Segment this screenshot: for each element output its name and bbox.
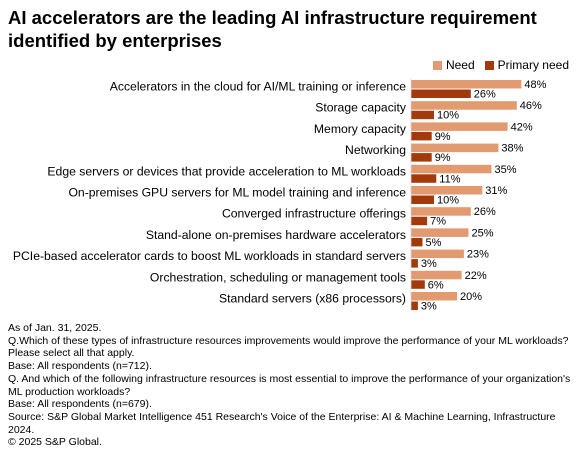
data-label-need: 38% bbox=[501, 143, 523, 155]
bar-primary-need bbox=[411, 259, 418, 268]
bar-primary-need bbox=[411, 153, 432, 162]
bar-primary-need bbox=[411, 174, 437, 183]
legend-item-primary-need: Primary need bbox=[484, 58, 569, 72]
bar-need bbox=[411, 292, 457, 301]
bar-need bbox=[411, 270, 462, 280]
bar-primary-need bbox=[411, 301, 418, 310]
data-label-need: 48% bbox=[524, 79, 546, 91]
footnote-copyright: © 2025 S&P Global. bbox=[8, 436, 102, 449]
bar-chart: Accelerators in the cloud for AI/ML trai… bbox=[13, 78, 547, 313]
bar-need bbox=[411, 122, 508, 131]
data-label-primary-need: 26% bbox=[474, 89, 496, 101]
data-label-primary-need: 7% bbox=[430, 216, 446, 228]
legend-label-need: Need bbox=[445, 58, 475, 72]
category-label: Standard servers (x86 processors) bbox=[219, 292, 406, 306]
category-label: Orchestration, scheduling or management … bbox=[150, 270, 406, 284]
data-label-primary-need: 3% bbox=[421, 258, 437, 270]
bar-need bbox=[411, 80, 522, 89]
data-label-need: 25% bbox=[472, 227, 494, 239]
bar-need bbox=[411, 228, 469, 237]
data-label-primary-need: 6% bbox=[428, 279, 444, 291]
category-label: Networking bbox=[345, 143, 406, 157]
data-label-primary-need: 9% bbox=[435, 152, 451, 164]
chart-title: AI accelerators are the leading AI infra… bbox=[8, 7, 537, 51]
bar-primary-need bbox=[411, 216, 428, 226]
data-label-primary-need: 10% bbox=[437, 195, 459, 207]
category-label: PCIe-based accelerator cards to boost ML… bbox=[13, 249, 406, 263]
data-label-need: 35% bbox=[495, 164, 517, 176]
footnote-base-2: Base: All respondents (n=679). bbox=[8, 398, 152, 411]
bar-primary-need bbox=[411, 237, 423, 247]
category-label: Stand-alone on-premises hardware acceler… bbox=[146, 228, 406, 242]
data-label-need: 20% bbox=[460, 291, 482, 303]
data-label-primary-need: 11% bbox=[439, 173, 460, 185]
data-label-primary-need: 9% bbox=[435, 131, 451, 143]
data-label-primary-need: 3% bbox=[421, 301, 437, 313]
data-label-need: 23% bbox=[467, 249, 489, 261]
data-label-need: 22% bbox=[465, 270, 487, 282]
legend-swatch-primary-need bbox=[484, 60, 494, 70]
footnote-date: As of Jan. 31, 2025. bbox=[8, 322, 102, 334]
data-label-primary-need: 10% bbox=[437, 110, 459, 122]
data-label-need: 26% bbox=[474, 206, 496, 218]
data-label-need: 31% bbox=[485, 185, 507, 197]
data-label-primary-need: 5% bbox=[426, 237, 442, 249]
bar-need bbox=[411, 164, 492, 174]
category-label: Converged infrastructure offerings bbox=[222, 207, 406, 221]
category-label: On-premises GPU servers for ML model tra… bbox=[68, 186, 406, 200]
category-label: Edge servers or devices that provide acc… bbox=[47, 164, 406, 178]
bar-primary-need bbox=[411, 89, 471, 98]
category-label: Memory capacity bbox=[314, 122, 407, 136]
legend-swatch-need bbox=[432, 60, 442, 70]
bar-need bbox=[411, 143, 499, 153]
bar-need bbox=[411, 186, 483, 195]
bar-primary-need bbox=[411, 195, 434, 204]
data-label-need: 42% bbox=[511, 121, 533, 133]
footnote-question-2: Q. And which of the following infrastruc… bbox=[8, 372, 571, 398]
category-label: Accelerators in the cloud for AI/ML trai… bbox=[110, 80, 406, 94]
bar-need bbox=[411, 249, 464, 259]
legend: Need Primary need bbox=[432, 58, 569, 72]
bar-primary-need bbox=[411, 110, 434, 120]
footnote-base-1: Base: All respondents (n=712). bbox=[8, 360, 152, 373]
data-label-need: 46% bbox=[520, 100, 542, 112]
bar-primary-need bbox=[411, 131, 432, 141]
bar-primary-need bbox=[411, 280, 425, 289]
footnote-source: Source: S&P Global Market Intelligence 4… bbox=[8, 410, 556, 436]
category-label: Storage capacity bbox=[315, 101, 407, 115]
footnote-question-1: Q.Which of these types of infrastructure… bbox=[8, 334, 569, 360]
legend-label-primary-need: Primary need bbox=[497, 58, 569, 72]
legend-item-need: Need bbox=[432, 58, 475, 72]
footnotes: As of Jan. 31, 2025. Q.Which of these ty… bbox=[8, 322, 573, 449]
bar-need bbox=[411, 101, 517, 110]
bar-need bbox=[411, 207, 471, 216]
